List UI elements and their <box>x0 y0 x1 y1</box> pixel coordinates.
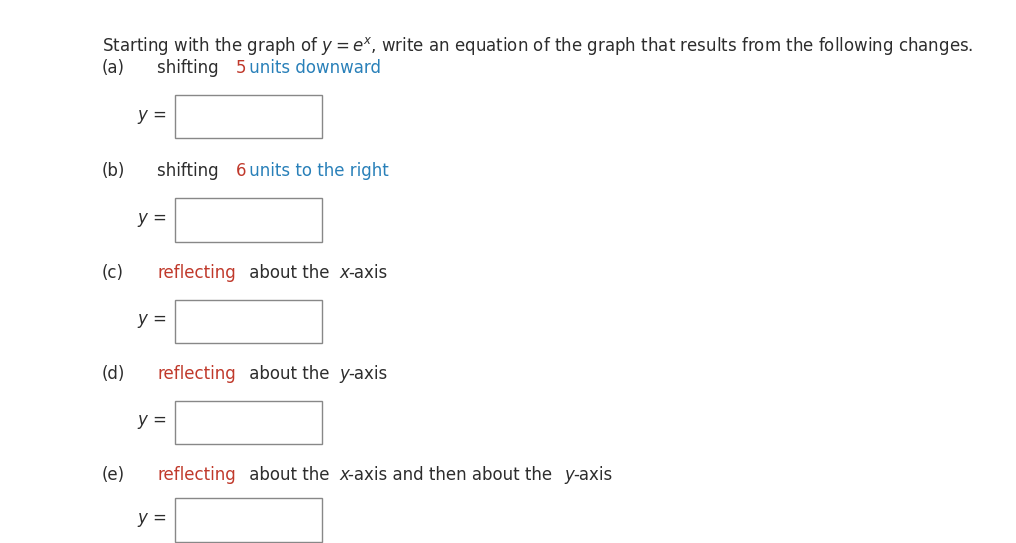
Text: (a): (a) <box>102 59 125 77</box>
Text: shifting: shifting <box>157 162 225 180</box>
Text: -axis and then about the: -axis and then about the <box>348 466 558 484</box>
Text: 6: 6 <box>236 162 246 180</box>
Text: reflecting: reflecting <box>157 364 237 383</box>
Text: 5: 5 <box>236 59 246 77</box>
Text: shifting: shifting <box>157 59 225 77</box>
Text: (b): (b) <box>102 162 125 180</box>
Text: about the: about the <box>244 263 335 282</box>
Text: (c): (c) <box>102 263 124 282</box>
Text: (e): (e) <box>102 466 125 484</box>
Text: x: x <box>339 466 350 484</box>
Text: -axis: -axis <box>573 466 613 484</box>
Text: $y$ =: $y$ = <box>137 312 167 331</box>
Text: y: y <box>565 466 575 484</box>
Text: $y$ =: $y$ = <box>137 511 167 529</box>
Text: x: x <box>339 263 350 282</box>
Text: about the: about the <box>244 364 335 383</box>
Text: units downward: units downward <box>244 59 381 77</box>
Text: $y$ =: $y$ = <box>137 413 167 432</box>
Text: -axis: -axis <box>348 263 387 282</box>
Text: (d): (d) <box>102 364 125 383</box>
Text: -axis: -axis <box>348 364 387 383</box>
Text: about the: about the <box>244 466 335 484</box>
Text: y: y <box>339 364 350 383</box>
Text: Starting with the graph of $y = e^x$, write an equation of the graph that result: Starting with the graph of $y = e^x$, wr… <box>102 35 973 58</box>
Text: $y$ =: $y$ = <box>137 108 167 126</box>
Text: units to the right: units to the right <box>244 162 389 180</box>
Text: reflecting: reflecting <box>157 466 237 484</box>
Text: $y$ =: $y$ = <box>137 211 167 229</box>
Text: reflecting: reflecting <box>157 263 237 282</box>
